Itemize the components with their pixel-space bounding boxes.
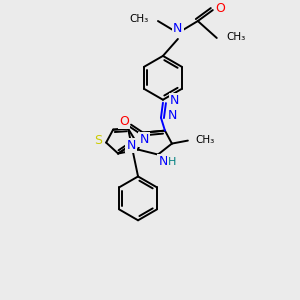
Text: S: S (94, 134, 102, 147)
Text: N: N (126, 139, 136, 152)
Text: N: N (173, 22, 183, 34)
Text: N: N (170, 94, 179, 107)
Text: H: H (168, 157, 176, 166)
Text: CH₃: CH₃ (227, 32, 246, 42)
Text: N: N (139, 133, 149, 146)
Text: CH₃: CH₃ (196, 135, 215, 145)
Text: CH₃: CH₃ (130, 14, 149, 24)
Text: N: N (168, 109, 177, 122)
Text: O: O (119, 115, 129, 128)
Text: N: N (158, 155, 168, 168)
Text: O: O (215, 2, 225, 15)
